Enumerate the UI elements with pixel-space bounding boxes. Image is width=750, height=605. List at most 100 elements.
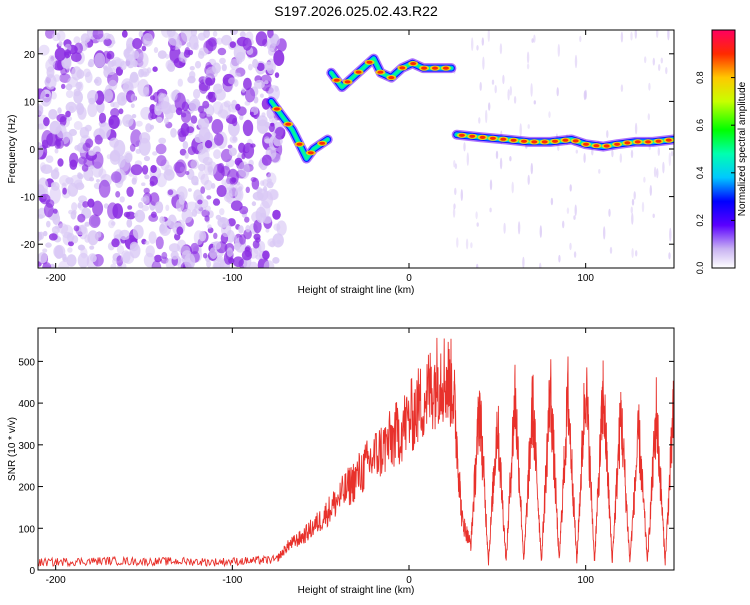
noise-blob <box>197 117 210 130</box>
noise-blob <box>73 179 83 189</box>
noise-streak <box>669 227 672 242</box>
noise-blob <box>40 164 53 175</box>
x-tick-label: -200 <box>46 575 66 586</box>
noise-blob <box>103 38 112 47</box>
noise-blob <box>111 238 120 248</box>
noise-blob <box>80 33 90 44</box>
noise-blob <box>207 224 212 230</box>
noise-blob <box>203 161 213 176</box>
noise-blob <box>180 109 192 123</box>
noise-blob <box>98 168 107 179</box>
noise-blob <box>103 65 108 71</box>
y-tick-label: -20 <box>21 240 36 251</box>
noise-blob <box>270 34 280 47</box>
noise-blob <box>45 242 52 248</box>
noise-streak <box>456 237 459 248</box>
y-tick-label: 400 <box>18 399 35 410</box>
x-tick-label: -100 <box>222 575 242 586</box>
noise-blob <box>205 77 213 86</box>
noise-streak <box>539 262 542 268</box>
noise-blob <box>216 185 227 197</box>
noise-blob <box>141 182 146 186</box>
noise-blob <box>259 93 264 98</box>
noise-blob <box>58 41 63 47</box>
noise-blob <box>255 254 262 260</box>
noise-blob <box>90 254 97 263</box>
noise-blob <box>265 228 270 233</box>
noise-blob <box>121 30 128 38</box>
noise-blob <box>170 90 178 101</box>
noise-blob <box>89 165 94 170</box>
noise-blob <box>185 171 190 175</box>
noise-blob <box>138 30 144 38</box>
noise-blob <box>213 232 218 239</box>
noise-streak <box>566 207 570 214</box>
noise-blob <box>230 200 243 211</box>
noise-blob <box>253 233 261 241</box>
track-peak <box>296 142 303 146</box>
noise-blob <box>168 243 181 253</box>
noise-streak <box>656 168 659 179</box>
noise-blob <box>176 226 184 236</box>
noise-blob <box>70 52 82 63</box>
noise-blob <box>272 233 284 248</box>
noise-streak <box>503 222 506 234</box>
x-tick-label: 100 <box>577 273 594 284</box>
noise-blob <box>43 117 50 127</box>
noise-blob <box>65 90 74 99</box>
noise-blob <box>175 159 187 178</box>
track-peak <box>307 151 314 155</box>
noise-blob <box>242 37 252 51</box>
noise-blob <box>228 77 237 85</box>
noise-blob <box>143 187 150 194</box>
noise-blob <box>98 179 111 198</box>
noise-streak <box>620 84 624 92</box>
noise-blob <box>186 42 191 48</box>
noise-streak <box>539 225 542 238</box>
track-peak <box>572 139 579 143</box>
noise-blob <box>211 119 224 135</box>
colorbar-tick-label: 0.6 <box>695 119 705 132</box>
noise-streak <box>620 31 624 43</box>
noise-blob <box>212 262 222 268</box>
noise-blob <box>132 175 138 183</box>
noise-blob <box>148 231 157 244</box>
noise-streak <box>452 207 456 218</box>
noise-blob <box>65 110 71 118</box>
snr-content <box>38 337 674 568</box>
noise-blob <box>229 58 240 70</box>
track-peak <box>421 66 428 70</box>
noise-blob <box>97 231 102 238</box>
noise-blob <box>203 30 210 39</box>
noise-blob <box>179 148 187 156</box>
noise-blob <box>56 138 65 149</box>
noise-blob <box>77 213 86 223</box>
noise-blob <box>110 40 116 45</box>
noise-blob <box>62 187 67 195</box>
noise-streak <box>485 109 488 124</box>
noise-blob <box>272 209 281 220</box>
noise-blob <box>156 155 167 167</box>
noise-blob <box>87 198 95 208</box>
noise-blob <box>38 123 44 130</box>
x-tick-label: -200 <box>46 273 66 284</box>
noise-blob <box>131 114 137 119</box>
noise-streak <box>533 100 536 105</box>
noise-streak <box>453 160 456 168</box>
noise-blob <box>72 209 77 216</box>
noise-streak <box>494 85 497 94</box>
noise-blob <box>156 116 163 123</box>
noise-blob <box>190 159 199 170</box>
noise-streak <box>465 238 469 250</box>
noise-blob <box>197 199 203 205</box>
noise-blob <box>221 221 232 238</box>
noise-blob <box>77 244 85 251</box>
noise-blob <box>242 119 254 137</box>
noise-streak <box>641 201 645 213</box>
noise-blob <box>209 247 218 259</box>
noise-blob <box>213 149 222 160</box>
noise-blob <box>137 52 149 69</box>
colorbar-gradient <box>711 29 736 269</box>
noise-blob <box>130 129 142 148</box>
